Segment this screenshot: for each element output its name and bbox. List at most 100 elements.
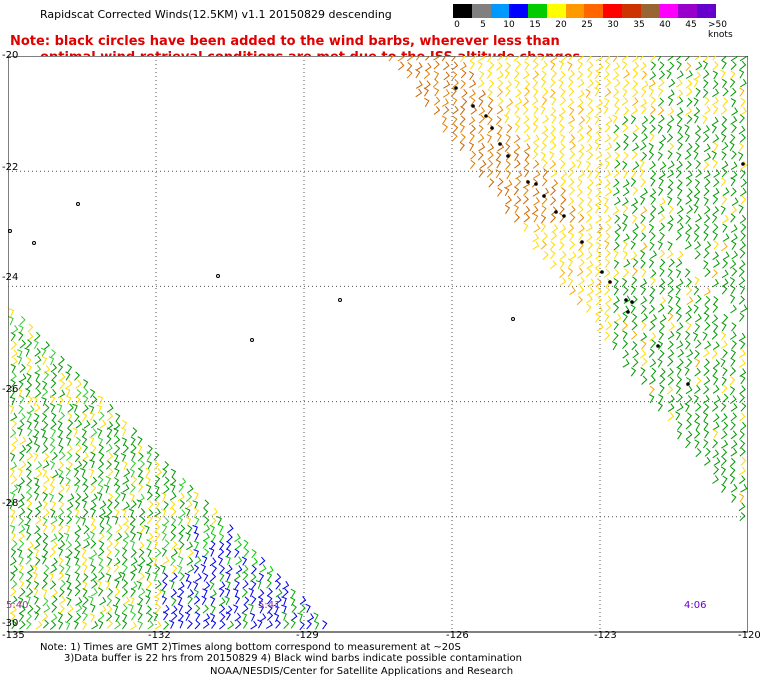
legend-tick-labels: 0 5 10 15 20 25 30 35 40 45 >50 knots (453, 18, 753, 40)
wind-barb (676, 70, 684, 79)
wind-barb (75, 419, 83, 429)
wind-barb (695, 133, 701, 143)
wind-barb (730, 161, 738, 171)
wind-barb (137, 483, 144, 493)
wind-barb (587, 79, 594, 89)
wind-barbs-east (388, 56, 748, 522)
wind-barb (163, 484, 170, 494)
wind-barb (722, 233, 730, 242)
wind-barb (50, 564, 58, 574)
wind-barb (497, 177, 504, 187)
wind-barb (11, 619, 17, 630)
islands (8, 202, 515, 342)
wind-barb (559, 277, 567, 287)
wind-barb (91, 579, 98, 589)
wind-barb (104, 515, 110, 525)
wind-barb (559, 71, 566, 81)
wind-barb (26, 444, 32, 454)
wind-barb (48, 493, 55, 503)
wind-barb (170, 483, 176, 493)
wind-barb (234, 595, 241, 605)
wind-barb (58, 516, 64, 527)
wind-barb (622, 313, 628, 323)
wind-barb (505, 170, 512, 180)
wind-barb (18, 539, 25, 549)
wind-barb (513, 134, 521, 144)
wind-barb (630, 177, 637, 187)
wind-barb (704, 96, 710, 106)
wind-barb (648, 79, 656, 88)
wind-barb (631, 204, 638, 215)
wind-barb (73, 620, 79, 630)
wind-barb (67, 412, 73, 422)
wind-barb (470, 96, 476, 107)
wind-barb (650, 276, 656, 286)
wind-barb (176, 595, 183, 605)
wind-barb (451, 56, 457, 62)
wind-barb (113, 435, 121, 445)
wind-barb (504, 186, 510, 196)
wind-barb (712, 88, 720, 98)
wind-barb (90, 419, 98, 429)
wind-barb (479, 160, 487, 169)
wind-barb (75, 597, 83, 606)
wind-barb (604, 240, 610, 250)
wind-barb (577, 78, 585, 88)
wind-barb (241, 556, 248, 566)
wind-barb (97, 476, 104, 486)
wind-barb (523, 124, 531, 134)
wind-barb (17, 420, 25, 430)
wind-barb (33, 419, 39, 429)
wind-barb (576, 159, 582, 169)
wind-barb (694, 179, 701, 189)
wind-barb (541, 125, 549, 135)
wind-barb (115, 532, 123, 542)
wind-barb (641, 187, 648, 197)
wind-barb (486, 69, 493, 80)
wind-barb (57, 363, 64, 373)
wind-barb (668, 61, 675, 71)
wind-barb (122, 516, 130, 526)
wind-barb (605, 116, 613, 126)
wind-barb (542, 87, 549, 97)
wind-barb (578, 150, 585, 160)
wind-barb (192, 500, 199, 510)
wind-barb (162, 581, 168, 591)
wind-barb (138, 508, 146, 518)
wind-barb (612, 56, 619, 62)
wind-barb (639, 349, 647, 359)
wind-barb (676, 60, 682, 71)
wind-barb (478, 124, 484, 134)
wind-barb (613, 286, 619, 296)
wind-barb (11, 484, 19, 494)
wind-barb (18, 612, 25, 622)
wind-barb (721, 285, 728, 295)
wind-barb (49, 460, 56, 470)
wind-barb (273, 604, 279, 614)
wind-barb (505, 134, 511, 144)
wind-barb (532, 70, 540, 80)
wind-barb (16, 388, 23, 398)
wind-barb (41, 579, 48, 589)
wind-barb (51, 595, 58, 605)
wind-barb (676, 179, 683, 189)
wind-barb (202, 508, 209, 518)
wind-barb (99, 605, 107, 615)
wind-barb (712, 187, 720, 197)
wind-barb (139, 516, 146, 526)
wind-barb (677, 115, 683, 125)
wind-barb (187, 564, 195, 574)
wind-barb (713, 322, 719, 333)
wind-barb (702, 114, 708, 125)
wind-barb (10, 379, 16, 389)
wind-barb (622, 116, 629, 126)
wind-barb (650, 195, 657, 205)
wind-barb (632, 124, 640, 134)
wind-barb (25, 461, 32, 471)
wind-barb (139, 460, 146, 470)
wind-barb (179, 572, 185, 582)
wind-barb (594, 268, 601, 278)
wind-barb (203, 532, 210, 542)
wind-barb (51, 588, 58, 598)
wind-barb (41, 397, 47, 406)
